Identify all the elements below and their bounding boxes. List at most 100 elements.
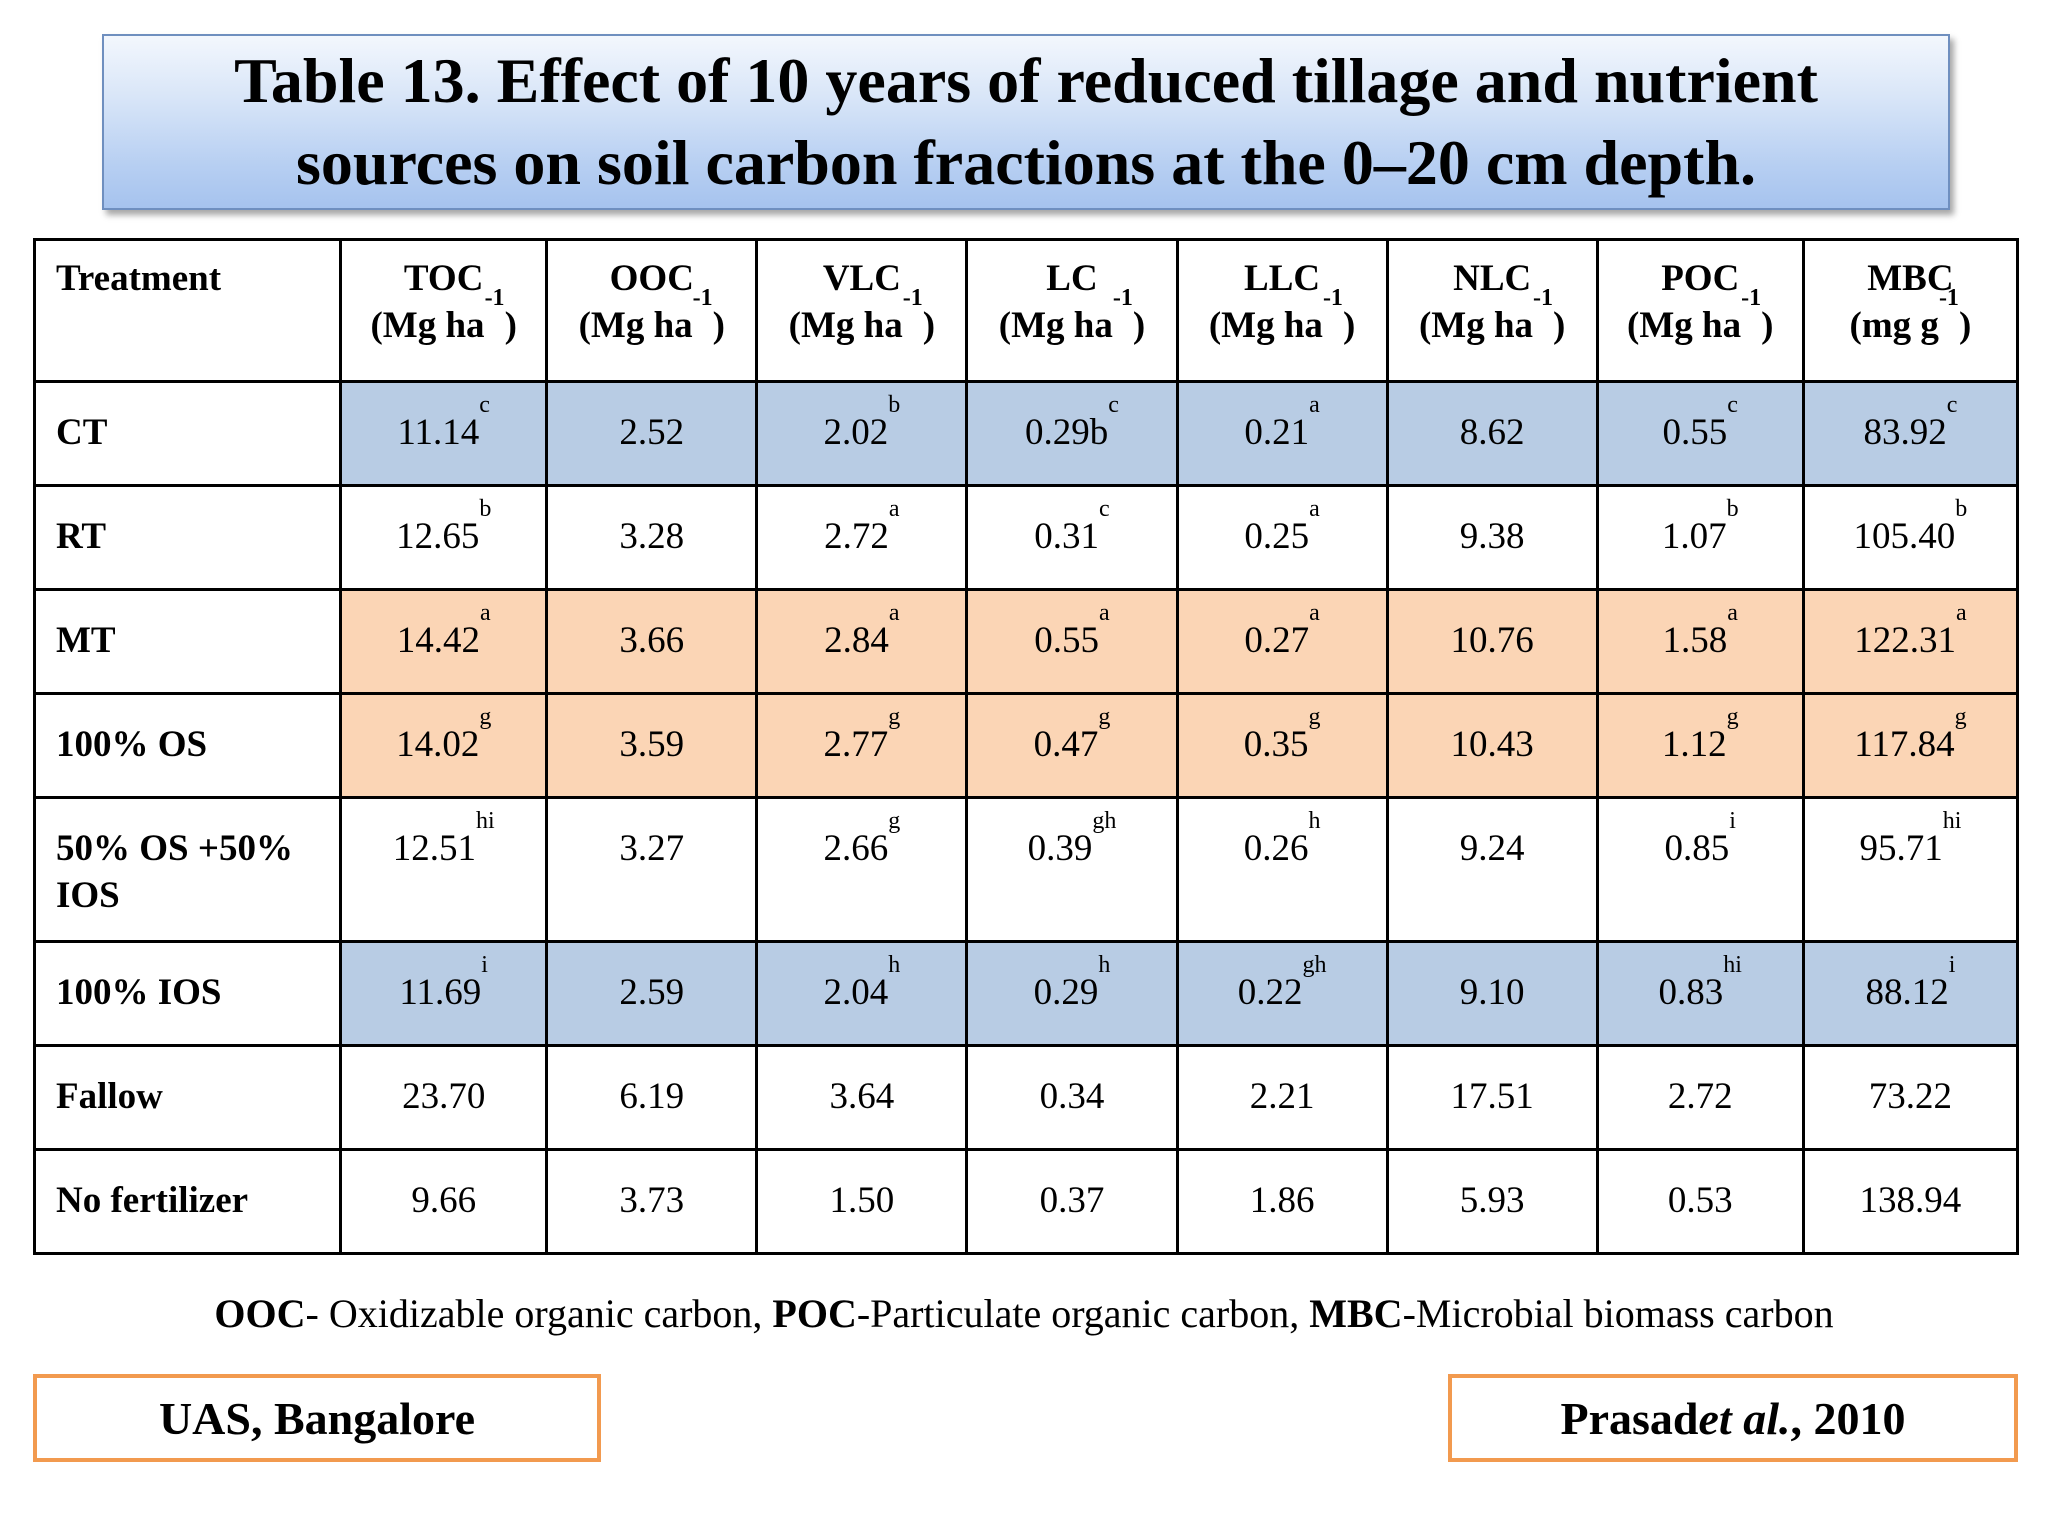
- value-cell: 12.65b: [339, 484, 549, 591]
- cell-value: 10.43: [1450, 724, 1534, 765]
- cell-value: 122.31: [1854, 620, 1956, 661]
- value-cell: 5.93: [1385, 1148, 1599, 1255]
- significance-letter: a: [1727, 600, 1738, 626]
- column-unit: (mg g: [1849, 305, 1939, 346]
- treatment-cell: No fertilizer: [32, 1148, 343, 1255]
- table-title-line-1: Table 13. Effect of 10 years of reduced …: [234, 45, 1818, 116]
- cell-value: 2.02: [823, 412, 889, 453]
- value-cell: 6.19: [545, 1044, 759, 1151]
- value-cell: 3.27: [545, 796, 759, 943]
- treatment-label: No fertilizer: [56, 1180, 249, 1221]
- significance-letter: c: [1108, 392, 1119, 418]
- cell-value: 3.59: [619, 724, 685, 765]
- value-cell: 0.25a: [1175, 484, 1389, 591]
- value-cell: 0.35g: [1175, 692, 1389, 799]
- column-unit: (Mg ha: [578, 305, 693, 346]
- value-cell: 3.64: [755, 1044, 969, 1151]
- value-cell: 1.12g: [1595, 692, 1805, 799]
- column-unit-close: ): [1342, 305, 1356, 346]
- cell-value: 138.94: [1859, 1180, 1962, 1221]
- table-row: No fertilizer 9.66 3.73 1.50 0.37 1.86 5.93 0.5…: [32, 1148, 2020, 1255]
- cell-value: 14.42: [396, 620, 480, 661]
- table-row: Fallow 23.70 6.19 3.64 0.34 2.21 17.51 2.72 73.2…: [32, 1044, 2020, 1151]
- column-unit-exponent: -1: [1741, 285, 1762, 311]
- column-header-mbc: MBC (mg g-1): [1801, 238, 2020, 383]
- carbon-fractions-table: Treatment TOC (Mg ha-1) OOC (Mg ha-1) VLC (Mg…: [32, 238, 2020, 1255]
- value-cell: 2.21: [1175, 1044, 1389, 1151]
- value-cell: 2.72a: [755, 484, 969, 591]
- cell-value: 9.38: [1459, 516, 1525, 557]
- significance-letter: a: [1309, 496, 1320, 522]
- value-cell: 2.04h: [755, 940, 969, 1047]
- column-header-nlc: NLC (Mg ha-1): [1385, 238, 1599, 383]
- value-cell: 0.55c: [1595, 380, 1805, 487]
- cell-value: 2.72: [1667, 1076, 1733, 1117]
- column-unit-exponent: -1: [1112, 285, 1133, 311]
- treatment-cell: RT: [32, 484, 343, 591]
- cell-value: 0.34: [1039, 1076, 1105, 1117]
- significance-letter: i: [1948, 952, 1956, 978]
- abbreviation-footnote: OOC- Oxidizable organic carbon, POC-Part…: [0, 1290, 2048, 1337]
- significance-letter: b: [479, 496, 492, 522]
- significance-letter: c: [479, 392, 490, 418]
- value-cell: 11.14c: [339, 380, 549, 487]
- significance-letter: i: [481, 952, 488, 978]
- column-unit-close: ): [1553, 305, 1566, 346]
- significance-letter: a: [888, 496, 900, 522]
- cell-value: 0.21: [1244, 412, 1310, 453]
- value-cell: 0.53: [1595, 1148, 1805, 1255]
- column-unit: (Mg ha: [370, 305, 485, 346]
- significance-letter: hi: [1723, 952, 1742, 978]
- column-header-vlc: VLC (Mg ha-1): [755, 238, 969, 383]
- cell-value: 6.19: [619, 1076, 685, 1117]
- cell-value: 2.66: [823, 828, 889, 869]
- treatment-cell: 100% OS: [32, 692, 343, 799]
- value-cell: 138.94: [1801, 1148, 2020, 1255]
- cell-value: 9.24: [1459, 828, 1525, 869]
- value-cell: 3.28: [545, 484, 759, 591]
- value-cell: 14.02g: [339, 692, 549, 799]
- significance-letter: gh: [1092, 808, 1117, 834]
- treatment-cell: 100% IOS: [32, 940, 343, 1047]
- cell-value: 8.62: [1459, 412, 1525, 453]
- value-cell: 10.43: [1385, 692, 1599, 799]
- treatment-column-header: Treatment: [32, 238, 343, 383]
- significance-letter: g: [1098, 704, 1111, 730]
- value-cell: 88.12i: [1801, 940, 2020, 1047]
- value-cell: 0.55a: [965, 588, 1179, 695]
- cell-value: 17.51: [1450, 1076, 1534, 1117]
- ooc-abbreviation: OOC: [214, 1291, 306, 1336]
- significance-letter: c: [1099, 496, 1110, 522]
- cell-value: 83.92: [1863, 412, 1947, 453]
- significance-letter: g: [1308, 704, 1321, 730]
- cell-value: 0.39: [1027, 828, 1093, 869]
- table-row: MT 14.42a 3.66 2.84a 0.55a 0.27a 10.76 1.58a 122…: [32, 588, 2020, 695]
- table-title-line-2: sources on soil carbon fractions at the …: [295, 127, 1757, 198]
- treatment-label: Fallow: [56, 1076, 163, 1117]
- cell-value: 2.84: [824, 620, 889, 661]
- column-header-lc: LC (Mg ha-1): [965, 238, 1179, 383]
- value-cell: 10.76: [1385, 588, 1599, 695]
- cell-value: 2.52: [619, 412, 685, 453]
- mbc-abbreviation: MBC: [1309, 1291, 1403, 1336]
- value-cell: 0.27a: [1175, 588, 1389, 695]
- value-cell: 0.37: [965, 1148, 1179, 1255]
- column-unit-exponent: -1: [484, 285, 505, 311]
- cell-value: 1.58: [1662, 620, 1728, 661]
- value-cell: 9.66: [339, 1148, 549, 1255]
- column-header-name: POC: [1661, 258, 1740, 299]
- value-cell: 9.10: [1385, 940, 1599, 1047]
- column-unit: (Mg ha: [788, 305, 903, 346]
- cell-value: 2.72: [824, 516, 889, 557]
- cell-value: 0.35: [1243, 724, 1309, 765]
- column-unit-close: ): [922, 305, 936, 346]
- column-unit-exponent: -1: [1533, 285, 1554, 311]
- value-cell: 3.73: [545, 1148, 759, 1255]
- cell-value: 1.86: [1249, 1180, 1315, 1221]
- poc-abbreviation: POC: [772, 1291, 857, 1336]
- column-unit: (Mg ha: [1418, 305, 1534, 346]
- value-cell: 17.51: [1385, 1044, 1599, 1151]
- treatment-cell: CT: [32, 380, 343, 487]
- treatment-cell: MT: [32, 588, 343, 695]
- value-cell: 2.66g: [755, 796, 969, 943]
